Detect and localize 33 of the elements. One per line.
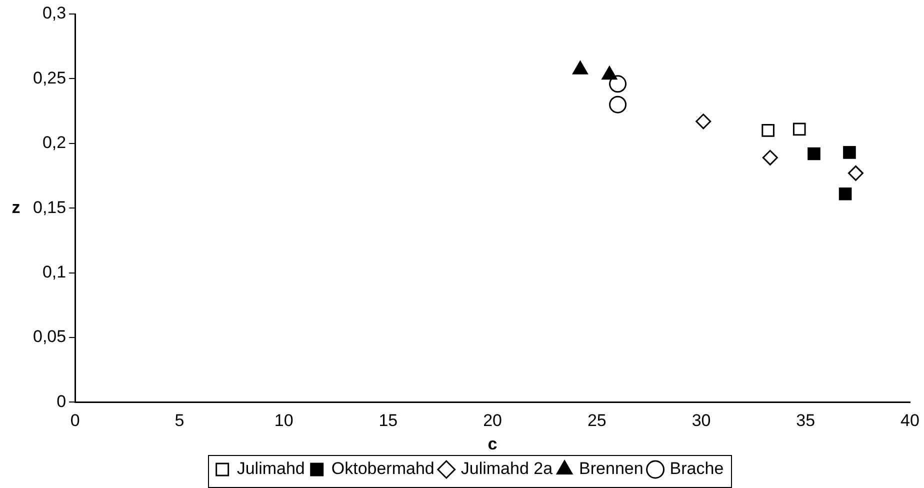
x-tick-label: 10 (274, 411, 294, 430)
point (762, 124, 774, 137)
y-tick-label: 0,1 (42, 262, 66, 282)
y-tick-label: 0,25 (32, 68, 66, 88)
legend-label: Julimahd (236, 459, 305, 478)
point (843, 146, 856, 159)
point (792, 122, 806, 136)
legend-label: Julimahd 2a (460, 459, 554, 478)
x-tick-label: 0 (70, 411, 80, 430)
x-tick-label: 5 (174, 411, 184, 430)
x-tick-label: 35 (796, 411, 816, 430)
legend-label: Oktobermahd (331, 459, 434, 478)
point (838, 187, 852, 200)
point (609, 75, 627, 93)
y-axis-title: z (12, 198, 20, 217)
x-tick-label: 20 (483, 411, 502, 430)
y-tick-label: 0 (56, 392, 66, 411)
x-axis-title: c (488, 434, 498, 454)
legend-label: Brennen (579, 459, 644, 478)
y-tick-label: 0,05 (32, 327, 66, 346)
point (762, 150, 778, 166)
y-tick-label: 0,3 (42, 4, 66, 23)
point (609, 96, 627, 114)
x-tick-label: 15 (378, 411, 398, 430)
x-tick-label: 30 (692, 411, 711, 430)
y-tick-label: 0,2 (42, 133, 66, 152)
point (696, 114, 712, 130)
x-tick-label: 40 (900, 411, 920, 430)
point (848, 165, 864, 181)
x-tick-label: 25 (587, 411, 606, 430)
y-tick-label: 0,15 (32, 198, 66, 217)
point (808, 147, 820, 160)
legend-label: Brache (670, 459, 724, 478)
